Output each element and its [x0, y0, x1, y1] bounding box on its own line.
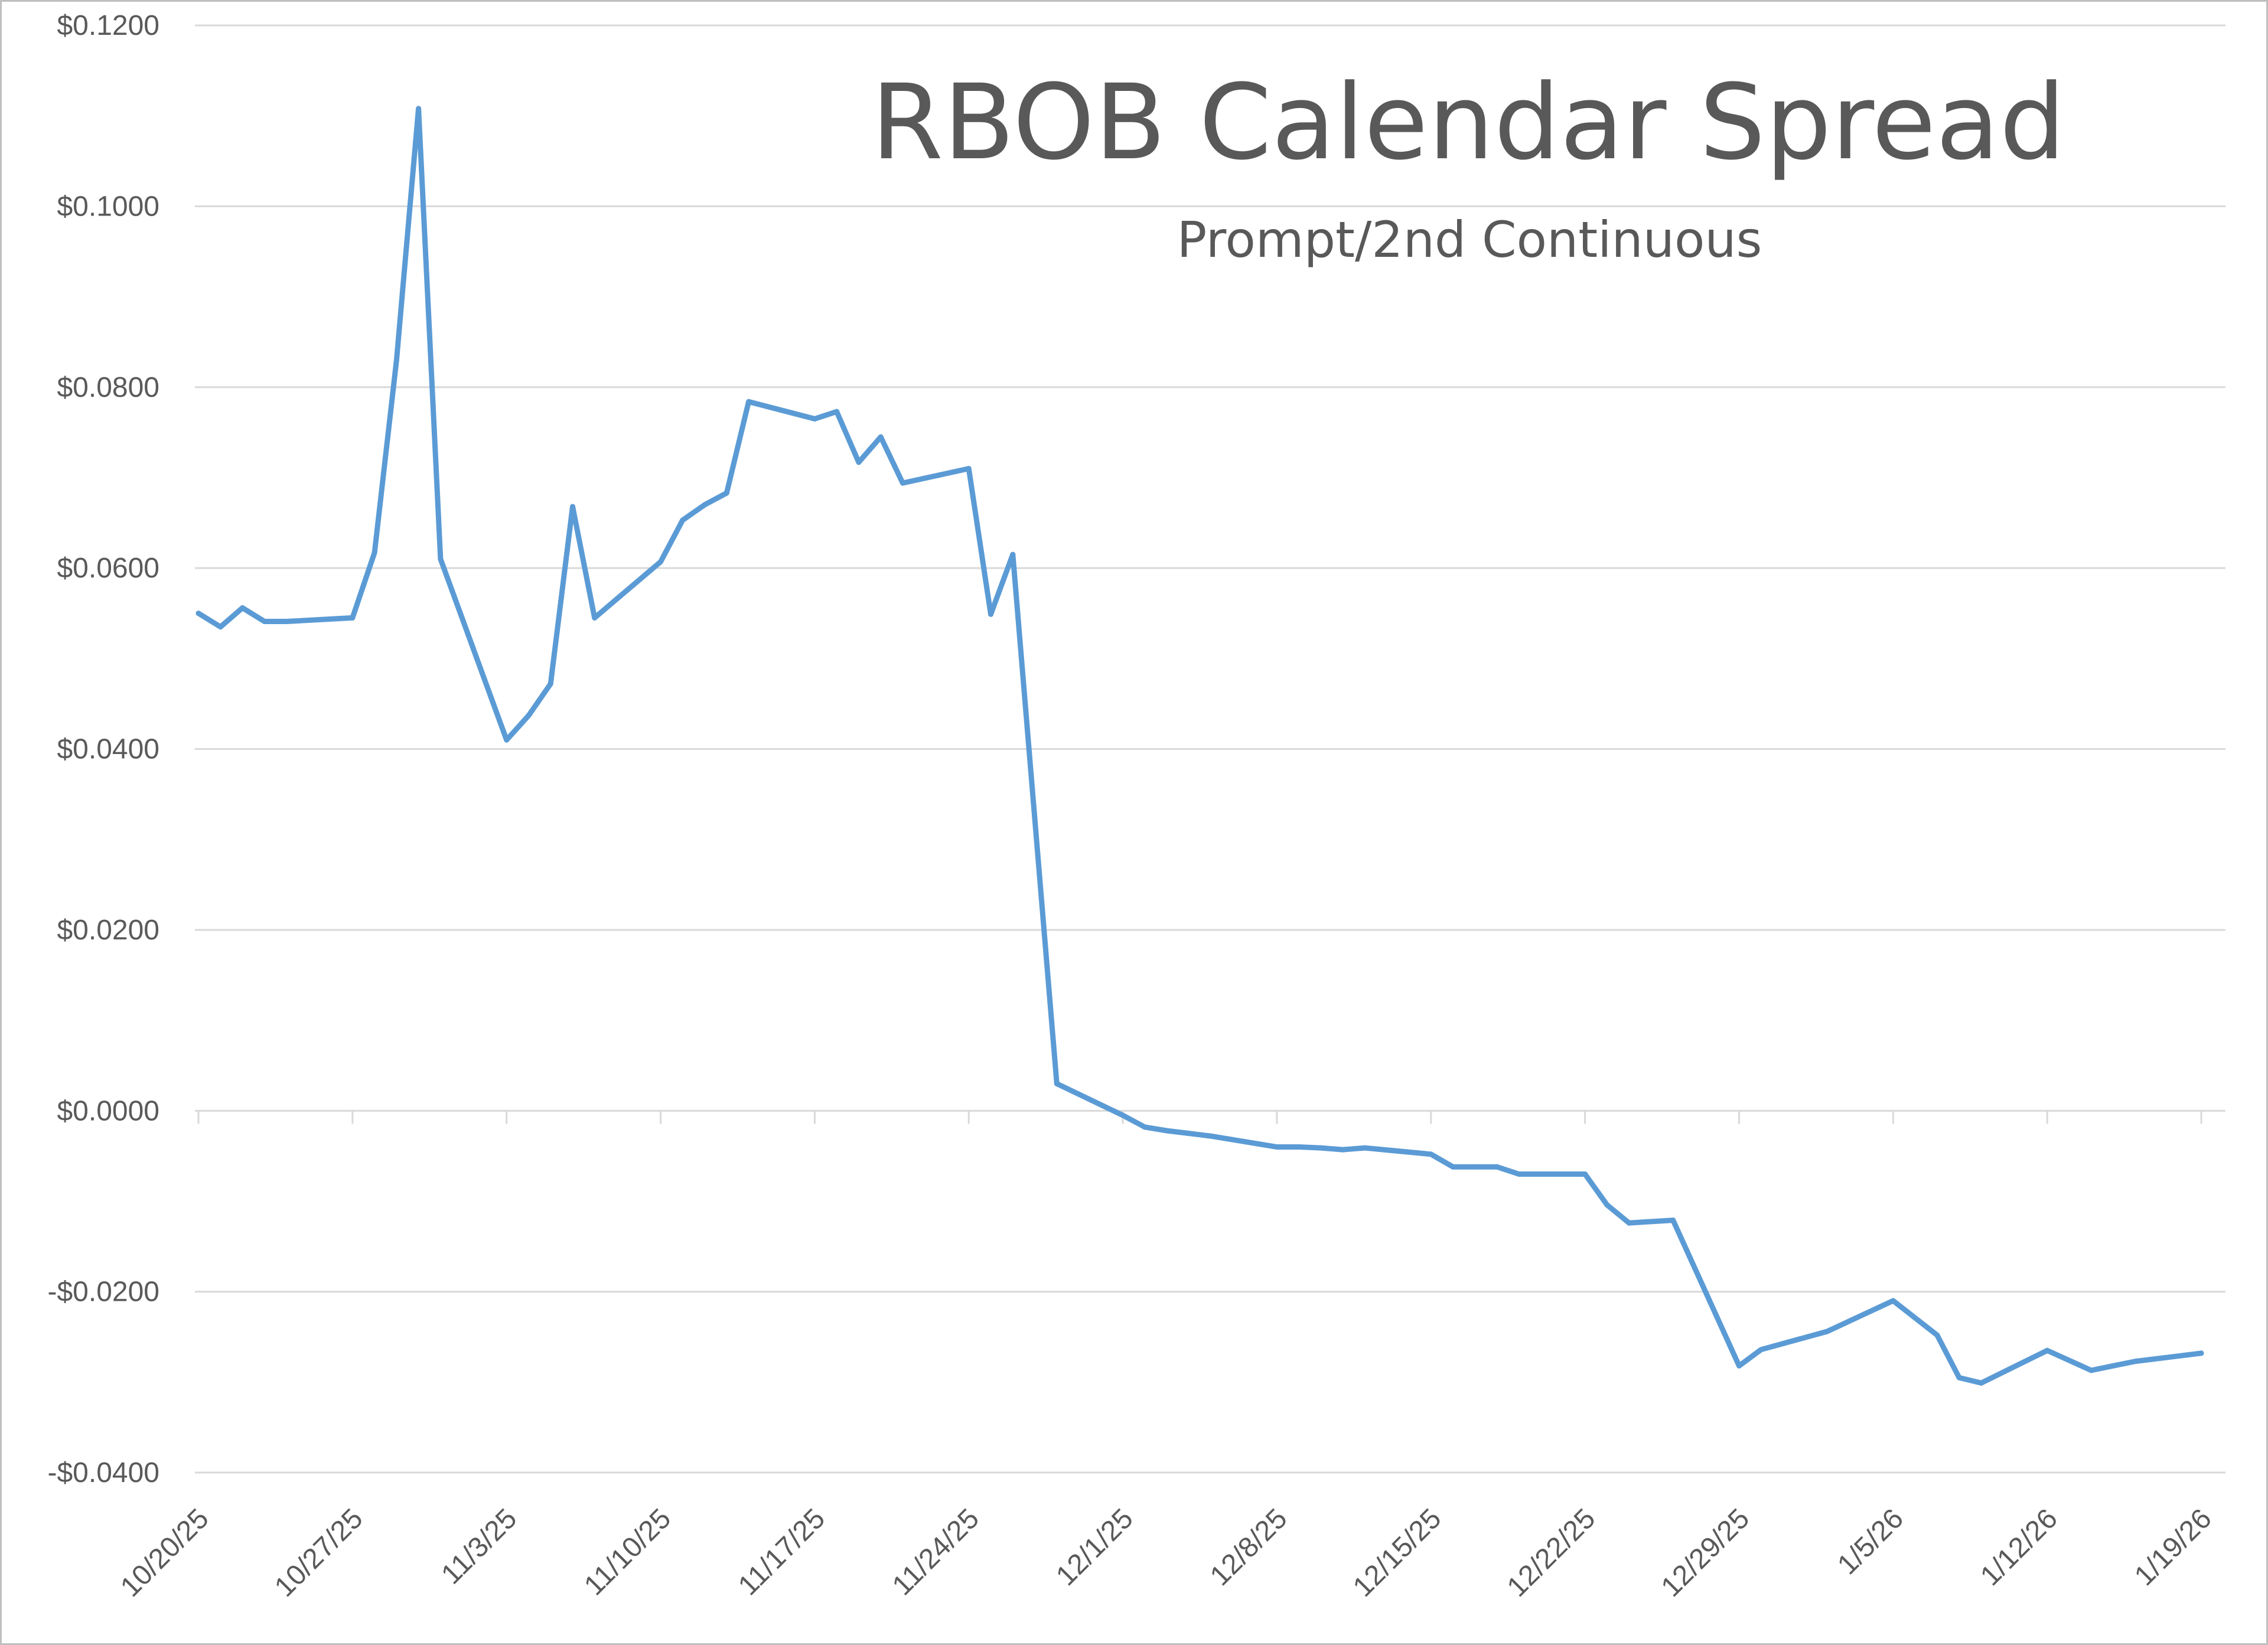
data-point: [1362, 1145, 1368, 1151]
data-point: [1472, 1164, 1478, 1170]
y-tick-label: $0.1200: [57, 10, 159, 41]
data-point: [658, 559, 663, 564]
y-axis-tick-labels: $0.1200 $0.1000 $0.0800 $0.0600 $0.0400 $0.02…: [48, 10, 160, 1489]
gridlines: [195, 24, 2225, 1474]
data-point: [592, 615, 598, 621]
data-point: [504, 737, 510, 743]
x-tick-label: 10/27/25: [269, 1503, 369, 1603]
x-tick-label: 12/1/25: [1050, 1503, 1139, 1592]
x-tick-label: 11/24/25: [887, 1503, 985, 1601]
data-point: [680, 517, 686, 523]
x-tick-label: 12/29/25: [1656, 1503, 1756, 1603]
x-tick-label: 12/22/25: [1501, 1503, 1602, 1603]
x-tick-label: 11/3/25: [435, 1503, 523, 1590]
data-point: [1010, 551, 1016, 557]
data-point: [2110, 1363, 2116, 1369]
data-point: [1142, 1124, 1148, 1130]
data-point: [988, 611, 993, 617]
x-tick-label: 12/8/25: [1204, 1503, 1293, 1592]
data-point: [1340, 1147, 1346, 1153]
data-point: [746, 399, 752, 404]
data-point: [1054, 1081, 1060, 1086]
data-point: [570, 504, 575, 510]
data-point: [393, 357, 399, 363]
y-tick-label: -$0.0400: [48, 1457, 160, 1489]
data-point: [2198, 1350, 2204, 1356]
x-tick-label: 12/15/25: [1347, 1503, 1448, 1603]
data-point: [1428, 1151, 1434, 1157]
data-point: [1516, 1171, 1522, 1177]
data-point: [1120, 1112, 1126, 1118]
data-point: [1626, 1220, 1632, 1226]
x-tick-label: 1/12/26: [1974, 1503, 2064, 1592]
y-tick-label: $0.0800: [57, 372, 159, 403]
series-line: [195, 106, 2204, 1386]
x-tick-label: 10/20/25: [115, 1503, 215, 1603]
data-point: [812, 416, 817, 422]
y-tick-label: $0.0400: [57, 734, 159, 765]
data-point: [195, 611, 201, 616]
chart-subtitle: Prompt/2nd Continuous: [1177, 211, 1762, 269]
data-point: [548, 681, 553, 687]
data-point: [702, 502, 708, 508]
data-point: [526, 713, 532, 719]
y-tick-label: $0.1000: [57, 191, 159, 222]
data-point: [1956, 1375, 1962, 1380]
data-point: [284, 619, 289, 624]
data-point: [856, 459, 862, 465]
data-point: [2044, 1347, 2050, 1353]
data-point: [372, 550, 377, 556]
chart-title: RBOB Calendar Spread: [871, 62, 2065, 183]
x-tick-label: 11/17/25: [732, 1503, 831, 1601]
data-point: [416, 106, 422, 112]
data-point: [1978, 1380, 1984, 1386]
data-point: [724, 490, 729, 496]
x-axis: [195, 1109, 2225, 1124]
data-point: [262, 619, 268, 624]
data-point: [878, 434, 884, 440]
data-point: [1318, 1145, 1324, 1151]
data-point: [1890, 1298, 1896, 1304]
data-point: [1164, 1128, 1170, 1134]
data-point: [217, 624, 223, 630]
y-tick-label: $0.0200: [57, 915, 159, 946]
data-point: [1186, 1131, 1192, 1136]
data-point: [1296, 1144, 1302, 1150]
y-tick-label: $0.0000: [57, 1095, 159, 1127]
data-point: [1736, 1363, 1742, 1369]
x-tick-label: 1/19/26: [2129, 1503, 2218, 1592]
data-point: [834, 409, 840, 414]
data-point: [1758, 1347, 1764, 1353]
data-point: [966, 466, 972, 472]
data-point: [438, 556, 444, 562]
data-point: [1494, 1164, 1500, 1170]
x-axis-tick-labels: 10/20/25 10/27/25 11/3/25 11/10/25 11/17/25 1…: [115, 1503, 2218, 1603]
data-point: [350, 615, 356, 621]
data-point: [900, 480, 905, 486]
x-tick-label: 1/5/26: [1832, 1503, 1909, 1581]
y-tick-label: $0.0600: [57, 553, 159, 584]
data-point: [1582, 1171, 1588, 1177]
y-tick-label: -$0.0200: [48, 1277, 160, 1308]
data-point: [240, 605, 245, 611]
series-group: [195, 106, 2204, 1386]
data-point: [1824, 1329, 1830, 1334]
data-point: [2088, 1367, 2094, 1373]
data-point: [1604, 1202, 1610, 1208]
data-point: [1934, 1332, 1940, 1338]
data-point: [1208, 1133, 1214, 1139]
data-point: [1274, 1144, 1280, 1150]
data-point: [1450, 1164, 1456, 1170]
x-tick-label: 11/10/25: [578, 1503, 677, 1601]
data-point: [2132, 1359, 2138, 1365]
data-point: [1670, 1218, 1676, 1223]
